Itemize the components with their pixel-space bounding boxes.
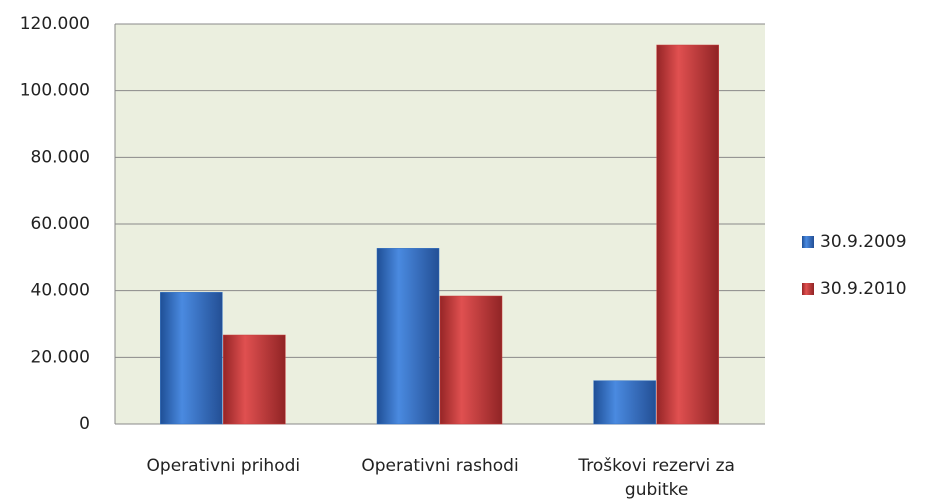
y-tick-label: 120.000 (20, 14, 90, 34)
x-tick-label: Troškovi rezervi za gubitke (578, 456, 735, 500)
bar (439, 295, 503, 425)
bar (656, 44, 719, 425)
bar (593, 380, 656, 425)
legend-label: 30.9.2009 (820, 232, 907, 252)
y-tick-label: 40.000 (31, 281, 90, 301)
x-tick-label: Operativni rashodi (361, 456, 519, 476)
bar (160, 292, 223, 425)
bar (223, 334, 286, 425)
y-tick-label: 0 (79, 414, 90, 434)
y-tick-label: 20.000 (31, 347, 90, 367)
y-tick-label: 60.000 (31, 214, 90, 234)
legend-swatch (802, 283, 814, 295)
legend-swatch (802, 236, 814, 248)
y-tick-label: 80.000 (31, 147, 90, 167)
legend-label: 30.9.2010 (820, 279, 907, 299)
bar (376, 248, 440, 425)
y-tick-label: 100.000 (20, 81, 90, 101)
x-tick-label: Operativni prihodi (146, 456, 301, 476)
